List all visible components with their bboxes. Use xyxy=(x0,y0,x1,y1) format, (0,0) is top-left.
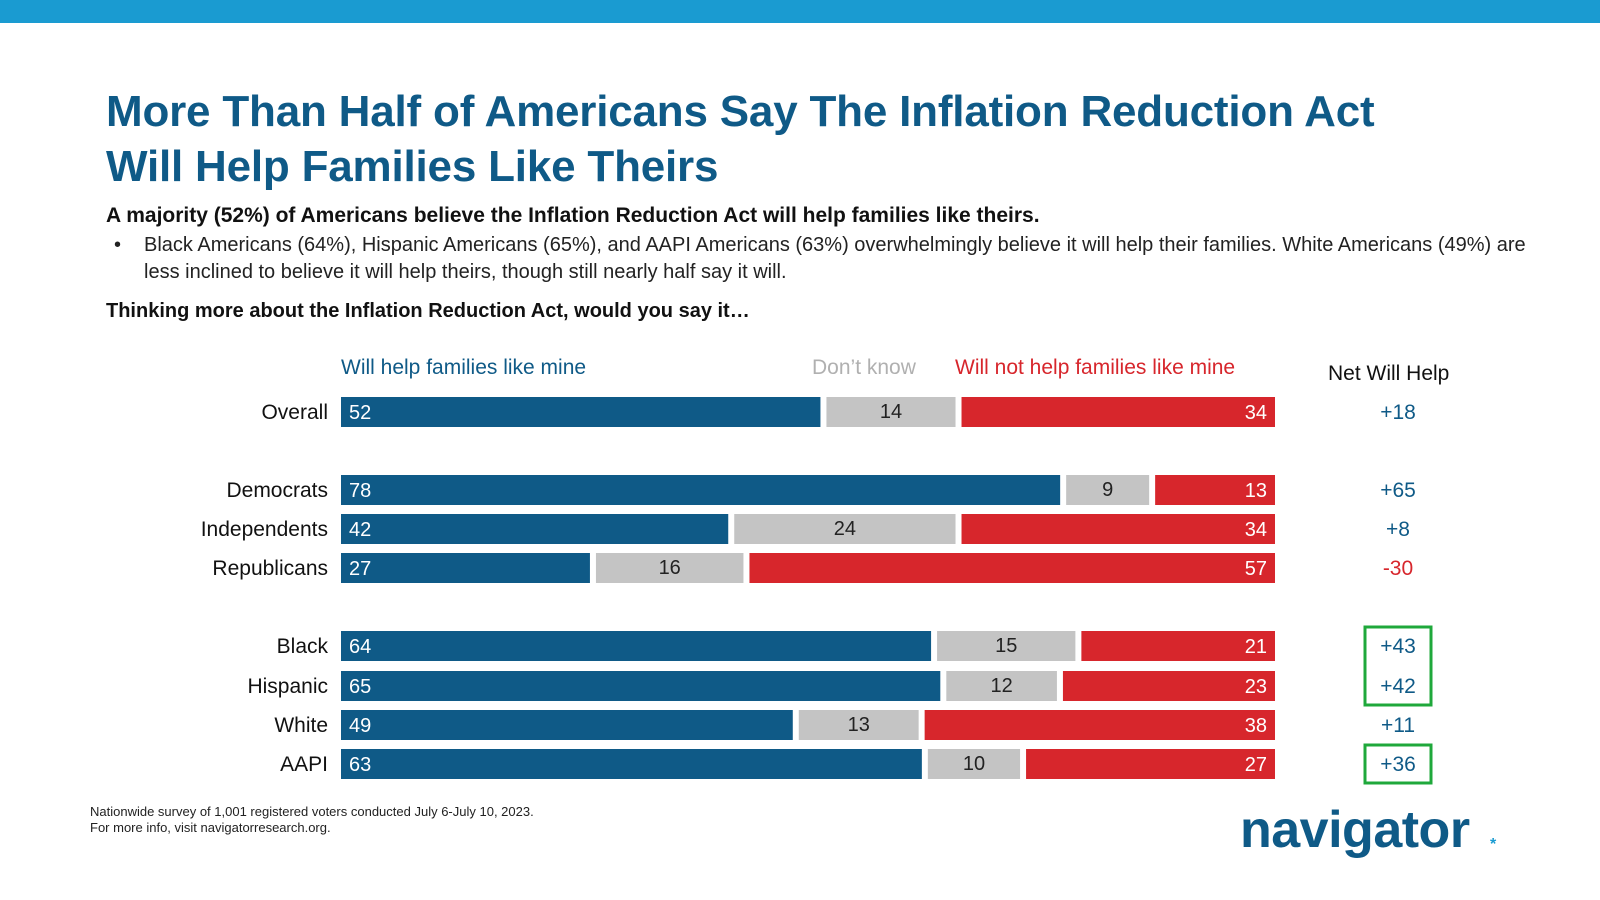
value-help-republicans: 27 xyxy=(349,558,371,580)
row-label-overall: Overall xyxy=(261,401,328,424)
net-value-democrats: +65 xyxy=(1380,479,1416,502)
net-value-hispanic: +42 xyxy=(1380,675,1416,698)
net-value-republicans: -30 xyxy=(1383,557,1413,580)
header-will-help: Will help families like mine xyxy=(341,356,587,379)
top-accent-bar xyxy=(0,0,1600,23)
value-help-overall: 52 xyxy=(349,402,371,424)
row-label-black: Black xyxy=(277,635,329,658)
net-value-white: +11 xyxy=(1381,714,1415,737)
header-dont-know: Don’t know xyxy=(812,356,916,379)
row-label-hispanic: Hispanic xyxy=(247,675,328,698)
row-label-independents: Independents xyxy=(201,518,328,541)
value-help-white: 49 xyxy=(349,715,371,737)
footnote-line-1: Nationwide survey of 1,001 registered vo… xyxy=(90,804,534,819)
bullet-marker: • xyxy=(114,234,122,256)
value-help-democrats: 78 xyxy=(349,480,371,502)
bar-will-not-overall xyxy=(961,397,1275,427)
survey-question: Thinking more about the Inflation Reduct… xyxy=(106,300,750,322)
bar-dont-know-republicans xyxy=(595,553,744,583)
bar-will-not-independents xyxy=(961,514,1275,544)
row-label-democrats: Democrats xyxy=(226,479,328,502)
net-highlight-box xyxy=(1363,743,1433,785)
value-will-not-republicans: 57 xyxy=(1245,558,1267,580)
title-line-1: More Than Half of Americans Say The Infl… xyxy=(106,87,1375,136)
subtitle: A majority (52%) of Americans believe th… xyxy=(106,204,1040,227)
footnote: Nationwide survey of 1,001 registered vo… xyxy=(90,804,534,836)
header-will-not-help: Will not help families like mine xyxy=(955,356,1236,379)
bar-help-democrats xyxy=(341,475,1061,505)
net-value-black: +43 xyxy=(1380,635,1416,658)
value-dont-know-overall: 14 xyxy=(880,401,902,423)
bar-help-black xyxy=(341,631,932,661)
bar-dont-know-black xyxy=(937,631,1076,661)
row-label-republicans: Republicans xyxy=(212,557,328,580)
value-will-not-white: 38 xyxy=(1245,715,1267,737)
footnote-line-2: For more info, visit navigatorresearch.o… xyxy=(90,820,331,835)
value-will-not-aapi: 27 xyxy=(1245,754,1267,776)
row-label-aapi: AAPI xyxy=(280,753,328,776)
bar-will-not-democrats xyxy=(1155,475,1275,505)
value-will-not-overall: 34 xyxy=(1245,402,1267,424)
bar-will-not-hispanic xyxy=(1062,671,1275,701)
bar-dont-know-democrats xyxy=(1066,475,1150,505)
bar-help-overall xyxy=(341,397,821,427)
bar-dont-know-overall xyxy=(826,397,956,427)
bar-dont-know-aapi xyxy=(927,749,1021,779)
bullet-point: • Black Americans (64%), Hispanic Americ… xyxy=(106,232,1526,286)
net-value-aapi: +36 xyxy=(1380,753,1416,776)
bar-help-white xyxy=(341,710,793,740)
header-net-will-help: Net Will Help xyxy=(1328,362,1450,385)
value-dont-know-aapi: 10 xyxy=(963,753,985,775)
bullet-text: Black Americans (64%), Hispanic American… xyxy=(144,234,1526,283)
value-help-black: 64 xyxy=(349,636,371,658)
value-dont-know-black: 15 xyxy=(995,635,1017,657)
value-help-hispanic: 65 xyxy=(349,676,371,698)
net-highlight-box xyxy=(1363,625,1433,707)
net-value-overall: +18 xyxy=(1380,401,1416,424)
bar-help-aapi xyxy=(341,749,922,779)
navigator-logo: navigator xyxy=(1240,801,1470,859)
page-title: More Than Half of Americans Say The Infl… xyxy=(106,84,1526,194)
value-will-not-black: 21 xyxy=(1245,636,1267,658)
bar-dont-know-hispanic xyxy=(946,671,1057,701)
bar-will-not-republicans xyxy=(749,553,1275,583)
bar-will-not-aapi xyxy=(1026,749,1275,779)
value-will-not-hispanic: 23 xyxy=(1245,676,1267,698)
bar-help-republicans xyxy=(341,553,590,583)
bar-dont-know-independents xyxy=(734,514,956,544)
bar-dont-know-white xyxy=(798,710,919,740)
value-dont-know-democrats: 9 xyxy=(1102,479,1113,501)
row-label-white: White xyxy=(274,714,328,737)
value-help-independents: 42 xyxy=(349,519,371,541)
bar-will-not-white xyxy=(924,710,1275,740)
value-dont-know-white: 13 xyxy=(848,714,870,736)
title-line-2: Will Help Families Like Theirs xyxy=(106,142,719,191)
value-dont-know-hispanic: 12 xyxy=(990,675,1012,697)
bar-help-independents xyxy=(341,514,729,544)
value-dont-know-republicans: 16 xyxy=(659,557,681,579)
bar-help-hispanic xyxy=(341,671,941,701)
value-will-not-independents: 34 xyxy=(1245,519,1267,541)
net-value-independents: +8 xyxy=(1386,518,1410,541)
value-dont-know-independents: 24 xyxy=(834,518,856,540)
value-will-not-democrats: 13 xyxy=(1245,480,1267,502)
bar-will-not-black xyxy=(1081,631,1275,661)
logo-mark: * xyxy=(1490,836,1497,853)
value-help-aapi: 63 xyxy=(349,754,371,776)
